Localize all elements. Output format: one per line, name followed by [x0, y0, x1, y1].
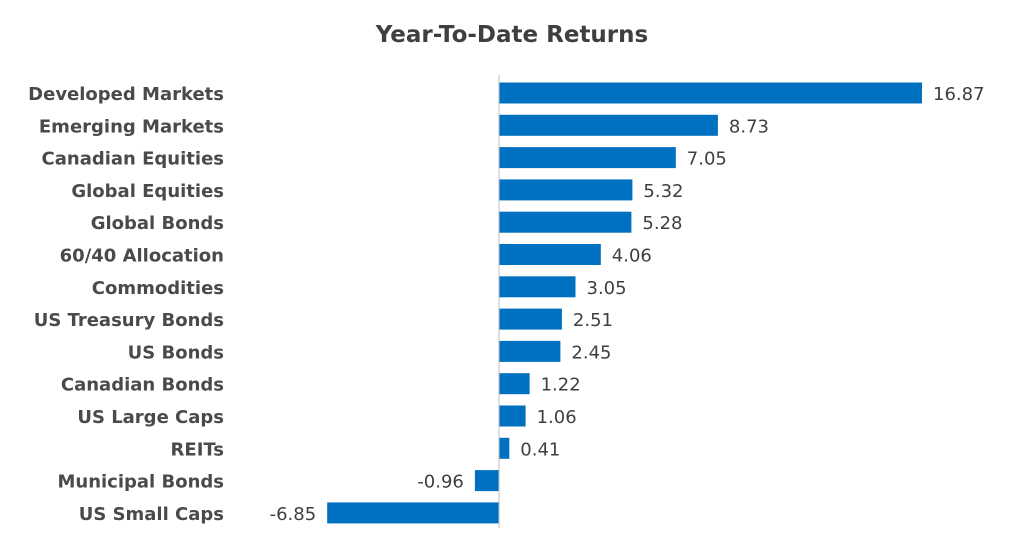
- value-label: 4.06: [612, 246, 652, 267]
- bar: [499, 340, 561, 362]
- bar: [474, 470, 499, 492]
- category-label: Global Equities: [71, 181, 224, 202]
- category-label: US Bonds: [128, 342, 224, 363]
- value-label: 5.32: [643, 181, 683, 202]
- category-label: Canadian Bonds: [61, 375, 224, 396]
- category-label: Commodities: [92, 278, 224, 299]
- value-label: -6.85: [270, 504, 317, 525]
- value-label: -0.96: [417, 472, 464, 493]
- bar: [499, 405, 526, 427]
- category-label: US Treasury Bonds: [34, 310, 224, 331]
- bar: [499, 82, 922, 104]
- value-label: 0.41: [520, 439, 560, 460]
- chart-title: Year-To-Date Returns: [375, 22, 648, 48]
- bar: [499, 276, 576, 298]
- bar: [499, 373, 530, 395]
- bar: [499, 211, 632, 233]
- value-label: 7.05: [687, 149, 727, 170]
- bar: [499, 308, 562, 330]
- value-label: 8.73: [729, 116, 769, 137]
- category-label: Global Bonds: [91, 213, 224, 234]
- category-label: Developed Markets: [28, 84, 224, 105]
- bar: [327, 502, 499, 524]
- category-label: Emerging Markets: [39, 116, 224, 137]
- category-label: Municipal Bonds: [57, 472, 224, 493]
- value-label: 2.45: [571, 342, 611, 363]
- bar: [499, 437, 510, 459]
- bars-group: Developed Markets 16.87 Emerging Markets 8.…: [28, 82, 985, 525]
- category-label: Canadian Equities: [42, 149, 224, 170]
- value-label: 5.28: [642, 213, 682, 234]
- bar: [499, 114, 718, 136]
- category-label: 60/40 Allocation: [60, 246, 224, 267]
- category-label: REITs: [171, 439, 224, 460]
- bar: [499, 179, 633, 201]
- value-label: 1.22: [541, 375, 581, 396]
- bar: [499, 147, 676, 169]
- value-label: 3.05: [587, 278, 627, 299]
- category-label: US Large Caps: [77, 407, 224, 428]
- value-label: 2.51: [573, 310, 613, 331]
- value-label: 16.87: [933, 84, 985, 105]
- bar: [499, 244, 601, 265]
- category-label: US Small Caps: [79, 504, 224, 525]
- value-label: 1.06: [537, 407, 577, 428]
